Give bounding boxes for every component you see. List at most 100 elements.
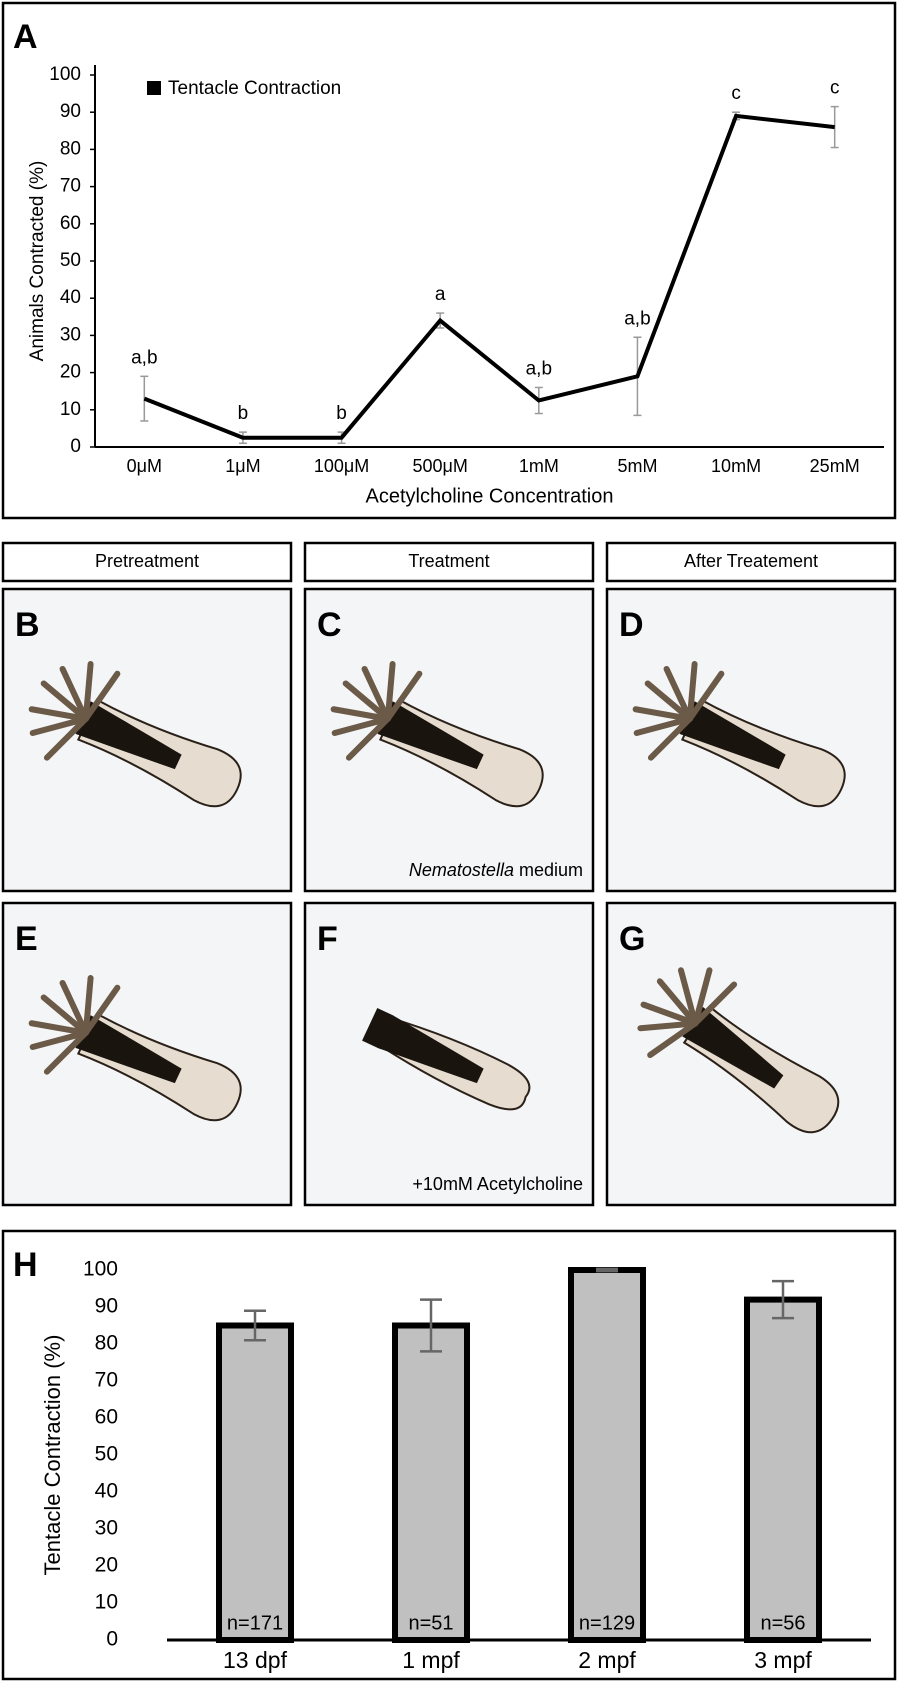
column-header: Treatment xyxy=(408,551,489,571)
tentacle xyxy=(656,978,699,1027)
y-axis-title: Animals Contracted (%) xyxy=(27,161,48,362)
tentacle xyxy=(342,680,391,722)
polyp-gut xyxy=(679,701,786,770)
panel-label: F xyxy=(317,920,338,958)
x-tick-label: 2 mpf xyxy=(578,1647,636,1673)
tentacle-stub xyxy=(362,1008,394,1049)
bar xyxy=(392,1322,470,1643)
column-header: After Treatement xyxy=(684,551,818,571)
y-tick-label: 10 xyxy=(60,399,81,420)
x-tick-label: 10mM xyxy=(711,456,761,476)
x-tick-label: 13 dpf xyxy=(223,1647,288,1673)
tentacle xyxy=(345,715,391,761)
caption-part: Nematostella xyxy=(409,860,514,880)
column-header: Pretreatment xyxy=(95,551,199,571)
y-tick-label: 40 xyxy=(60,287,81,308)
tentacle xyxy=(384,670,423,722)
tentacle xyxy=(647,1020,699,1058)
tentacle xyxy=(637,1020,699,1032)
panel-label: A xyxy=(13,18,38,56)
y-tick-label: 50 xyxy=(95,1443,118,1466)
tentacle xyxy=(43,1029,89,1075)
y-tick-label: 0 xyxy=(106,1628,118,1651)
y-tick-label: 20 xyxy=(95,1554,118,1577)
polyp-gut xyxy=(377,1015,484,1084)
tentacle xyxy=(82,975,94,1036)
y-tick-label: 80 xyxy=(60,138,81,159)
photo-caption: Nematostella medium xyxy=(409,860,583,880)
photo-background xyxy=(605,587,897,893)
tentacle xyxy=(28,1020,89,1036)
annotation: n=129 xyxy=(579,1612,635,1634)
annotation: a xyxy=(435,284,446,305)
y-tick-label: 80 xyxy=(95,1332,118,1355)
panel-a-frame xyxy=(1,1,897,520)
polyp-drawing xyxy=(637,967,840,1134)
tentacle xyxy=(40,994,89,1036)
y-tick-label: 0 xyxy=(70,436,81,457)
x-axis-title: Acetylcholine Concentration xyxy=(366,485,614,507)
y-tick-label: 10 xyxy=(95,1591,118,1614)
tentacle xyxy=(29,1029,89,1051)
tentacle xyxy=(29,715,89,737)
panel-label: E xyxy=(15,920,38,958)
bar xyxy=(568,1267,646,1643)
legend-swatch xyxy=(147,81,161,95)
annotation: a,b xyxy=(131,347,157,368)
x-tick-label: 25mM xyxy=(810,456,860,476)
tentacle xyxy=(677,967,699,1027)
y-tick-label: 30 xyxy=(95,1517,118,1540)
y-tick-label: 60 xyxy=(95,1406,118,1429)
bar xyxy=(744,1296,822,1643)
photo-caption: +10mM Acetylcholine xyxy=(412,1174,583,1194)
polyp-drawing xyxy=(632,661,846,808)
tentacle xyxy=(663,665,693,722)
annotation: c xyxy=(731,83,741,104)
x-tick-label: 3 mpf xyxy=(754,1647,812,1673)
tentacle xyxy=(43,715,89,761)
tentacle xyxy=(686,670,725,722)
tentacle xyxy=(686,661,698,722)
y-tick-label: 70 xyxy=(95,1369,118,1392)
annotation: b xyxy=(336,403,347,424)
y-tick-label: 50 xyxy=(60,250,81,271)
annotation: n=171 xyxy=(227,1612,283,1634)
legend-label: Tentacle Contraction xyxy=(168,78,341,99)
y-tick-label: 40 xyxy=(95,1480,118,1503)
y-tick-label: 60 xyxy=(60,213,81,234)
y-axis-title: Tentacle Contraction (%) xyxy=(40,1335,65,1576)
polyp-drawing xyxy=(330,661,544,808)
tentacle xyxy=(640,1001,699,1027)
tentacle xyxy=(330,706,391,722)
bar xyxy=(216,1322,294,1643)
annotation: n=56 xyxy=(760,1612,805,1634)
column-header-box xyxy=(303,541,595,583)
x-tick-label: 1 mpf xyxy=(402,1647,460,1673)
panel-label: C xyxy=(317,606,342,644)
panel-label: D xyxy=(619,606,644,644)
annotation: a,b xyxy=(526,358,552,379)
tentacle xyxy=(59,665,89,722)
polyp-gut xyxy=(377,701,484,770)
tentacle xyxy=(40,680,89,722)
column-header-box xyxy=(1,541,293,583)
caption-part: +10mM Acetylcholine xyxy=(412,1174,583,1194)
y-tick-label: 30 xyxy=(60,324,81,345)
y-tick-label: 90 xyxy=(60,101,81,122)
annotation: b xyxy=(238,403,249,424)
tentacle xyxy=(82,984,121,1036)
tentacle xyxy=(632,706,693,722)
x-tick-label: 1mM xyxy=(519,456,559,476)
polyp-gut xyxy=(75,1015,182,1084)
polyp-drawing xyxy=(28,975,242,1122)
caption-part: medium xyxy=(519,860,583,880)
column-header-box xyxy=(605,541,897,583)
line-series xyxy=(143,113,835,440)
polyp-drawing xyxy=(28,661,242,808)
x-tick-label: 500μM xyxy=(412,456,467,476)
tentacle xyxy=(331,715,391,737)
tentacle xyxy=(28,706,89,722)
y-tick-label: 100 xyxy=(83,1258,118,1281)
tentacle xyxy=(633,715,693,737)
annotation: n=51 xyxy=(408,1612,453,1634)
